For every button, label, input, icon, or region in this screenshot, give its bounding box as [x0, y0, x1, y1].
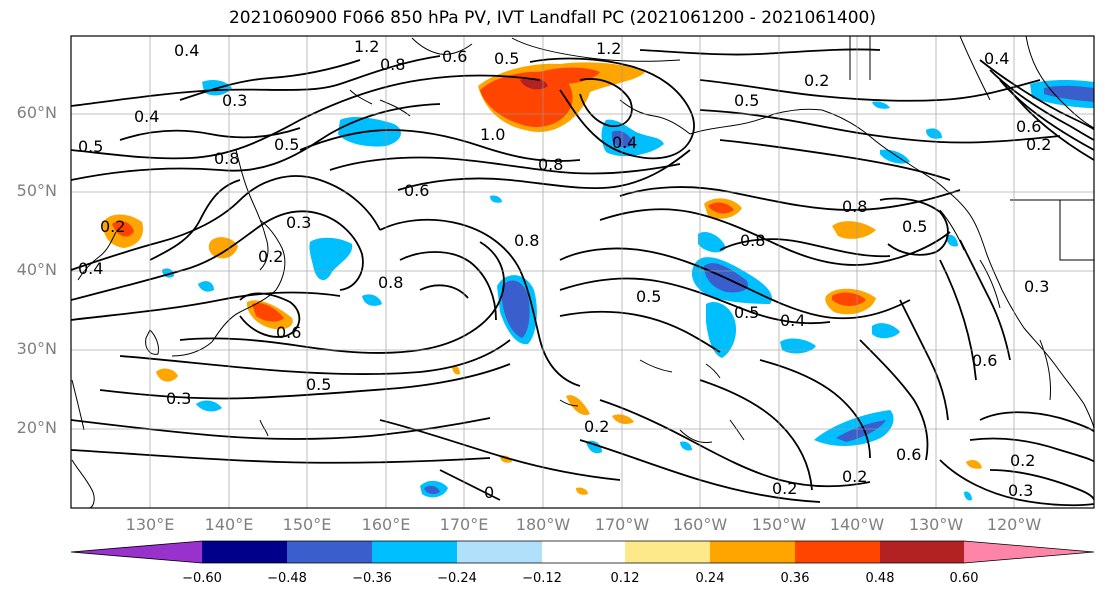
- contour-label: 0.6: [276, 323, 301, 342]
- colorbar-segment: [202, 541, 287, 563]
- contour-label: 0.3: [1008, 481, 1033, 500]
- contour-label: 0.3: [222, 91, 247, 110]
- contour-label: 0.4: [78, 259, 103, 278]
- contour-label: 0.8: [514, 231, 539, 250]
- contour-label: 0.2: [804, 71, 829, 90]
- colorbar-tick: −0.24: [437, 571, 477, 586]
- lon-label: 120°W: [986, 515, 1042, 534]
- colorbar-segment: [795, 541, 880, 563]
- contour-label: 0.8: [214, 149, 239, 168]
- colorbar-tick: 0.48: [865, 571, 895, 586]
- contour-label: 0.5: [636, 287, 661, 306]
- colorbar: [70, 540, 1095, 564]
- contour-label: 0.4: [134, 107, 159, 126]
- colorbar-tick: −0.60: [182, 571, 222, 586]
- lon-label: 140°W: [829, 515, 885, 534]
- contour-labels: 0.4 1.2 0.8 0.6 0.5 1.2 0.3 0.2 0.4 0.4 …: [78, 37, 1051, 502]
- colorbar-tick: −0.36: [352, 571, 392, 586]
- lon-label: 150°W: [751, 515, 807, 534]
- contour-label: 0.2: [258, 247, 283, 266]
- lon-label: 170°W: [594, 515, 650, 534]
- colorbar-segment: [372, 541, 457, 563]
- contour-label: 0.5: [734, 91, 759, 110]
- contour-label: 0.8: [538, 155, 563, 174]
- contour-label: 0.5: [902, 217, 927, 236]
- colorbar-extend-high: [964, 541, 1094, 563]
- lon-label: 150°E: [282, 515, 332, 534]
- contour-label: 0.2: [772, 479, 797, 498]
- contour-label: 0.5: [78, 137, 103, 156]
- contour-label: 0.6: [1016, 117, 1041, 136]
- colorbar-segment: [457, 541, 542, 563]
- contour-label: 1.0: [480, 125, 505, 144]
- contour-label: 0.3: [286, 213, 311, 232]
- contour-label: 0.5: [494, 49, 519, 68]
- contour-label: 0.4: [780, 311, 805, 330]
- lon-label: 130°E: [125, 515, 175, 534]
- colorbar-tick: 0.24: [695, 571, 725, 586]
- lat-label: 60°N: [16, 103, 57, 122]
- lat-label: 20°N: [16, 418, 57, 437]
- contour-label: 0.6: [972, 351, 997, 370]
- contour-label: 0.4: [612, 133, 637, 152]
- contour-label: 0.3: [1024, 277, 1049, 296]
- colorbar-extend-low: [71, 541, 202, 563]
- coastlines: [71, 36, 1094, 508]
- contour-label: 0.8: [842, 197, 867, 216]
- colorbar-segment: [287, 541, 372, 563]
- colorbar-tick: 0.60: [949, 571, 979, 586]
- lon-label: 130°W: [908, 515, 964, 534]
- contour-label: 0.5: [274, 135, 299, 154]
- colorbar-tick: 0.36: [780, 571, 810, 586]
- lon-label: 160°W: [672, 515, 728, 534]
- lon-label: 180°W: [515, 515, 571, 534]
- lon-label: 140°E: [204, 515, 254, 534]
- contour-label: 0.6: [896, 445, 921, 464]
- map-title: 2021060900 F066 850 hPa PV, IVT Landfall…: [228, 8, 876, 28]
- contour-label: 0.2: [100, 217, 125, 236]
- contour-label: 0.2: [1026, 135, 1051, 154]
- lat-label: 30°N: [16, 339, 57, 358]
- graticule: [71, 36, 1094, 508]
- contour-label: 1.2: [354, 37, 379, 56]
- contour-label: 0.3: [166, 389, 191, 408]
- contour-label: 0.2: [842, 467, 867, 486]
- contour-label: 0.4: [984, 49, 1009, 68]
- contour-label: 0.4: [174, 41, 199, 60]
- contour-label: 0.8: [740, 231, 765, 250]
- lat-label: 40°N: [16, 260, 57, 279]
- colorbar-segment: [710, 541, 795, 563]
- contour-label: 0.5: [734, 303, 759, 322]
- colorbar-tick: 0.12: [610, 571, 640, 586]
- contour-label: 0.2: [1010, 451, 1035, 470]
- lon-label: 170°E: [439, 515, 489, 534]
- colorbar-segment: [625, 541, 710, 563]
- colorbar-segment: [542, 541, 625, 563]
- map-frame: [70, 35, 1095, 509]
- contour-label: 0.8: [378, 273, 403, 292]
- colorbar-tick: −0.12: [522, 571, 562, 586]
- contour-label: 1.2: [596, 39, 621, 58]
- lat-label: 50°N: [16, 181, 57, 200]
- colorbar-segment: [880, 541, 964, 563]
- contour-label: 0: [484, 483, 494, 502]
- contour-label: 0.5: [306, 375, 331, 394]
- contour-label: 0.6: [442, 47, 467, 66]
- contour-label: 0.2: [584, 417, 609, 436]
- contour-label: 0.6: [404, 181, 429, 200]
- colorbar-tick: −0.48: [267, 571, 307, 586]
- lon-label: 160°E: [361, 515, 411, 534]
- contour-label: 0.8: [380, 55, 405, 74]
